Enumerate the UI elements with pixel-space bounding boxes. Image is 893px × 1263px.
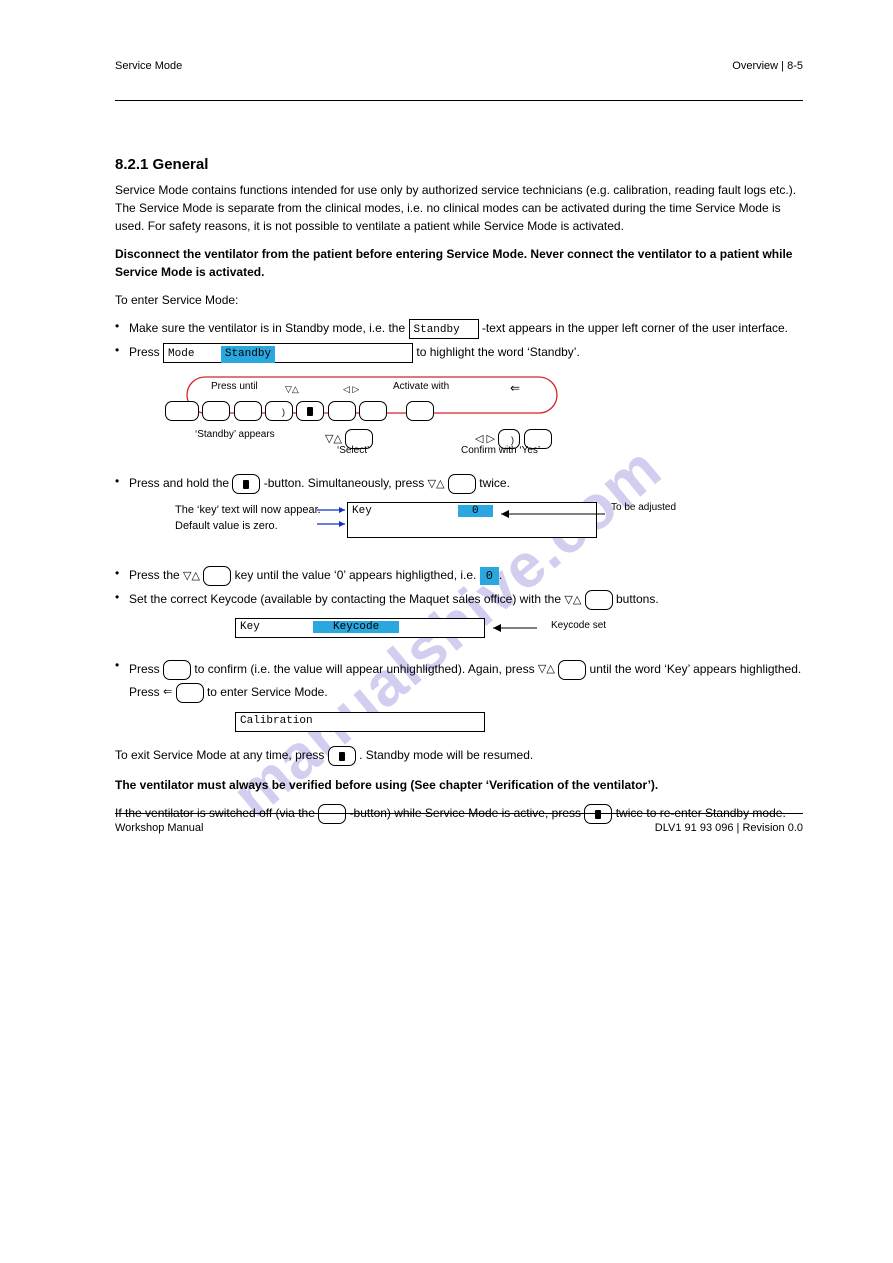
- panel-button-2: [202, 401, 230, 421]
- step3-text-b: -button. Simultaneously, press: [264, 476, 425, 490]
- exit-text-a: To exit Service Mode at any time, press: [115, 748, 324, 762]
- step-2: • Press Mode Standby to highlight the wo…: [115, 343, 803, 363]
- step6-text-a: Press: [129, 662, 160, 676]
- svg-text:◁ ▷: ◁ ▷: [343, 384, 359, 394]
- keycode-set-label: Keycode set: [551, 620, 606, 631]
- step-3: • Press and hold the -button. Simultaneo…: [115, 474, 803, 494]
- panel-caption-1a: Press until: [211, 381, 258, 392]
- left-right-triangles-icon: ◁ ▷: [475, 434, 495, 445]
- step6-text-d: to enter Service Mode.: [207, 685, 328, 699]
- diag-line2: Default value is zero.: [175, 520, 278, 532]
- footer-rule: [115, 813, 803, 814]
- lcd-keycode-label: Key: [240, 621, 260, 633]
- switched-off-note: If the ventilator is switched off (via t…: [115, 804, 803, 824]
- lcd-standby-highlight: Standby: [221, 346, 275, 363]
- verify-warning: The ventilator must always be verified b…: [115, 776, 803, 794]
- section-title: 8.2.1 General: [115, 156, 803, 173]
- lcd-calibration: Calibration: [235, 712, 485, 732]
- warning-paragraph: Disconnect the ventilator from the patie…: [115, 245, 803, 281]
- down-up-triangles-icon: ▽△: [564, 595, 581, 606]
- bullet: •: [115, 658, 129, 672]
- panel-button-6: [328, 401, 356, 421]
- step5-text-b: buttons.: [616, 592, 659, 606]
- down-up-triangles-icon: ▽△: [183, 571, 200, 582]
- panel-button-5: [296, 401, 324, 421]
- lcd-zero-highlight: 0: [458, 505, 493, 517]
- step-6: • Press to confirm (i.e. the value will …: [115, 658, 803, 704]
- exit-button-icon: [328, 746, 356, 766]
- diag-line1: The ‘key’ text will now appear.: [175, 504, 321, 516]
- step-4: • Press the ▽△ key until the value ‘0’ a…: [115, 566, 803, 586]
- svg-text:▽△: ▽△: [285, 384, 299, 394]
- reenter-button-icon: [584, 804, 612, 824]
- step-1: • Make sure the ventilator is in Standby…: [115, 319, 803, 339]
- step1-text-b: -text appears in the upper left corner o…: [482, 321, 788, 335]
- lcd-keycode-highlight: Keycode: [313, 621, 399, 633]
- step5-button-icon: [585, 590, 613, 610]
- adjust-label: To be adjusted: [611, 502, 676, 513]
- down-up-triangles-icon: ▽△: [325, 434, 342, 445]
- step4-text-d: .: [499, 568, 502, 582]
- panel-caption-2a: ‘Standby’ appears: [195, 429, 275, 440]
- panel-caption-2c: Confirm with ‘Yes’: [461, 445, 540, 456]
- footer-left: Workshop Manual: [115, 822, 203, 834]
- lcd-keycode: Key Keycode: [235, 618, 485, 638]
- lcd-key-zero: Key 0: [347, 502, 597, 538]
- enter-arrow-icon: ⇐: [163, 687, 172, 698]
- press-twice-button-icon: [448, 474, 476, 494]
- down-up-triangles-icon: ▽△: [428, 479, 445, 490]
- step5-text-a: Set the correct Keycode (available by co…: [129, 592, 561, 606]
- step3-text-a: Press and hold the: [129, 476, 229, 490]
- step4-text-a: Press the: [129, 568, 180, 582]
- svg-text:): ): [282, 407, 285, 417]
- panel-button-8: [406, 401, 434, 421]
- down-up-triangles-icon: ▽△: [538, 664, 555, 675]
- lcd-mode-standby: Mode Standby: [163, 343, 413, 363]
- page-content: Service Mode Overview | 8-5 8.2.1 Genera…: [0, 0, 893, 874]
- panel-button-1: [165, 401, 199, 421]
- step6-confirm-button-icon: [163, 660, 191, 680]
- step2-text-a: Press: [129, 345, 160, 359]
- svg-text:): ): [511, 435, 514, 445]
- step1-text-a: Make sure the ventilator is in Standby m…: [129, 321, 405, 335]
- lcd-calibration-text: Calibration: [240, 715, 313, 727]
- key-zero-diagram: The ‘key’ text will now appear. Default …: [175, 504, 803, 562]
- panel-button-3: [234, 401, 262, 421]
- lcd-key-label: Key: [352, 505, 372, 517]
- bullet: •: [115, 474, 129, 488]
- panel-button-7: [359, 401, 387, 421]
- bullet: •: [115, 319, 129, 333]
- button-panel-diagram: ▽△ ◁ ▷ ⇐ ) Press until Activate with ‘St…: [165, 373, 803, 468]
- step3-text-c: twice.: [479, 476, 510, 490]
- enter-service-mode-label: To enter Service Mode:: [115, 291, 803, 309]
- panel-caption-2b: ‘Select’: [337, 445, 369, 456]
- step6-nav-button-icon: [558, 660, 586, 680]
- panel-caption-1b: Activate with: [393, 381, 449, 392]
- keycode-diagram: Key Keycode Keycode set: [235, 618, 803, 646]
- hold-button-icon: [232, 474, 260, 494]
- exit-text-b: . Standby mode will be resumed.: [359, 748, 533, 762]
- keycode-arrow-svg: [487, 620, 547, 640]
- bullet: •: [115, 343, 129, 357]
- step2-text-b: to highlight the word ‘Standby’.: [416, 345, 579, 359]
- lcd-mode-text: Mode: [168, 348, 194, 360]
- step6-text-b: to confirm (i.e. the value will appear u…: [194, 662, 534, 676]
- bullet: •: [115, 590, 129, 604]
- step-5: • Set the correct Keycode (available by …: [115, 590, 803, 610]
- lcd-standby-small: Standby: [409, 319, 479, 339]
- footer-right: DLV1 91 93 096 | Revision 0.0: [655, 822, 803, 834]
- svg-text:⇐: ⇐: [510, 381, 520, 395]
- panel-button-4: ): [265, 401, 293, 421]
- exit-note: To exit Service Mode at any time, press …: [115, 746, 803, 766]
- bullet: •: [115, 566, 129, 580]
- step4-highlight-zero: 0: [480, 567, 499, 585]
- header-right: Overview | 8-5: [732, 60, 803, 72]
- intro-paragraph: Service Mode contains functions intended…: [115, 181, 803, 235]
- power-button-icon: [318, 804, 346, 824]
- header-left: Service Mode: [115, 60, 182, 72]
- step4-button-icon: [203, 566, 231, 586]
- step6-enter-button-icon: [176, 683, 204, 703]
- step4-text-b: key until the value ‘0’ appears highligt…: [235, 568, 477, 582]
